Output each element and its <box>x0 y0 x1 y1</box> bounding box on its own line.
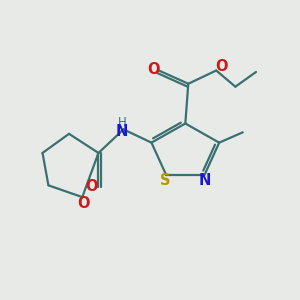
Text: H: H <box>118 116 126 129</box>
Text: O: O <box>215 58 228 74</box>
Text: S: S <box>160 173 171 188</box>
Text: O: O <box>147 61 160 76</box>
Text: O: O <box>77 196 90 211</box>
Text: N: N <box>116 124 128 139</box>
Text: N: N <box>199 173 211 188</box>
Text: O: O <box>86 179 98 194</box>
